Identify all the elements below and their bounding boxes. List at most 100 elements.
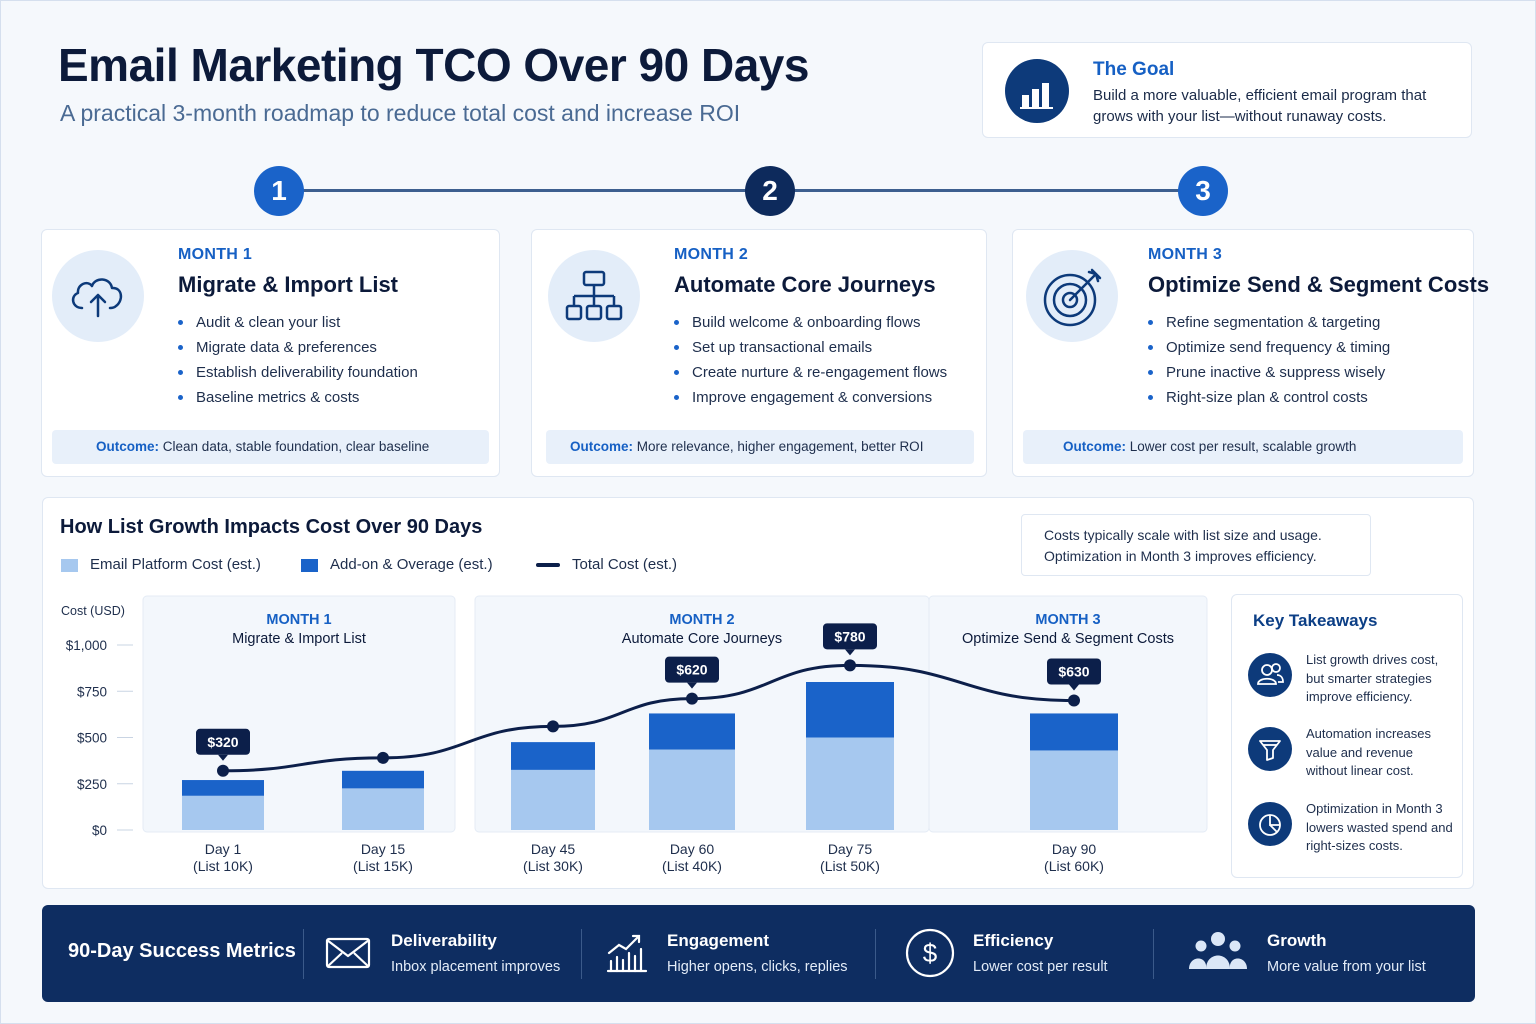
metric-deliverability: Deliverability Inbox placement improves — [391, 931, 560, 975]
key-takeaways: Key Takeaways List growth drives cost, b… — [1231, 594, 1463, 878]
list-item: Create nurture & re-engagement flows — [674, 362, 947, 387]
chart-note: Costs typically scale with list size and… — [1021, 514, 1371, 576]
pie-chart-icon — [1248, 802, 1292, 846]
metrics-title: 90-Day Success Metrics — [68, 940, 296, 962]
goal-card: The Goal Build a more valuable, efficien… — [982, 42, 1472, 138]
envelope-icon — [324, 927, 372, 982]
list-item: Prune inactive & suppress wisely — [1148, 362, 1390, 387]
month-3-label: MONTH 3 — [1148, 246, 1223, 263]
month-1-title: Migrate & Import List — [178, 272, 399, 297]
bar-addon-cost — [806, 682, 894, 738]
month-3-list: Refine segmentation & targeting Optimize… — [1148, 312, 1390, 412]
workflow-icon — [548, 250, 640, 342]
chart-title: How List Growth Impacts Cost Over 90 Day… — [60, 516, 483, 538]
x-tick-label: Day 15 — [361, 841, 406, 857]
growth-chart-icon — [604, 927, 648, 982]
phase-label: MONTH 3 — [1035, 612, 1100, 628]
metric-title: Deliverability — [391, 931, 497, 950]
list-item: Refine segmentation & targeting — [1148, 312, 1390, 337]
users-icon — [1248, 653, 1292, 697]
timeline-step-1: 1 — [254, 166, 304, 216]
divider — [581, 929, 582, 979]
bar-platform-cost — [182, 795, 264, 830]
legend-item-addon: Add-on & Overage (est.) — [301, 556, 493, 573]
value-callout-box — [196, 728, 250, 755]
y-tick-label: $500 — [77, 731, 107, 746]
legend-label: Total Cost (est.) — [572, 556, 678, 573]
y-axis-label: Cost (USD) — [61, 604, 125, 618]
metric-desc: Inbox placement improves — [391, 959, 561, 975]
metric-growth: Growth More value from your list — [1267, 931, 1426, 975]
bar-addon-cost — [1030, 713, 1118, 751]
page-title: Email Marketing TCO Over 90 Days — [58, 39, 809, 91]
phase-title: Optimize Send & Segment Costs — [962, 631, 1174, 647]
value-callout-box — [823, 623, 877, 650]
timeline-step-3: 3 — [1178, 166, 1228, 216]
month-2-title: Automate Core Journeys — [674, 272, 936, 297]
legend-swatch — [301, 558, 318, 572]
total-cost-point — [547, 720, 559, 733]
list-item: Optimize send frequency & timing — [1148, 337, 1390, 362]
page-subtitle: A practical 3-month roadmap to reduce to… — [60, 100, 741, 126]
total-cost-point — [1068, 694, 1080, 707]
legend-swatch — [61, 558, 78, 572]
legend-item-platform: Email Platform Cost (est.) — [61, 556, 261, 573]
list-item: Establish deliverability foundation — [178, 362, 418, 387]
value-callout-pointer — [1069, 684, 1079, 691]
x-tick-sublabel: (List 50K) — [820, 858, 880, 874]
takeaways-title: Key Takeaways — [1253, 611, 1378, 630]
group-icon — [1186, 927, 1250, 982]
outcome-label: Outcome: — [570, 439, 634, 454]
phase-title: Migrate & Import List — [232, 631, 366, 647]
total-cost-point — [217, 764, 229, 777]
value-callout-box — [1047, 658, 1101, 685]
data-label: $630 — [1058, 664, 1089, 680]
goal-title: The Goal — [1093, 59, 1175, 80]
legend-label: Add-on & Overage (est.) — [330, 556, 493, 573]
y-tick-label: $750 — [77, 684, 107, 699]
list-item: Right-size plan & control costs — [1148, 387, 1390, 412]
outcome-text: More relevance, higher engagement, bette… — [636, 439, 924, 454]
bar-addon-cost — [182, 780, 264, 796]
bar-chart-icon — [1005, 59, 1069, 123]
metric-title: Growth — [1267, 931, 1327, 950]
x-tick-sublabel: (List 30K) — [523, 858, 583, 874]
timeline-line — [279, 189, 1203, 192]
x-tick-label: Day 90 — [1052, 841, 1097, 857]
total-cost-line — [222, 663, 1075, 773]
outcome-label: Outcome: — [1063, 439, 1127, 454]
month-1-label: MONTH 1 — [178, 246, 253, 263]
month-2-outcome: Outcome: More relevance, higher engageme… — [546, 430, 974, 464]
legend-item-total: Total Cost (est.) — [536, 556, 677, 573]
month-1-outcome: Outcome: Clean data, stable foundation, … — [52, 430, 489, 464]
bar-addon-cost — [342, 770, 424, 789]
divider — [1153, 929, 1154, 979]
x-tick-label: Day 75 — [828, 841, 873, 857]
list-item: Improve engagement & conversions — [674, 387, 947, 412]
list-item: Audit & clean your list — [178, 312, 418, 337]
divider — [303, 929, 304, 979]
y-tick-label: $0 — [92, 823, 107, 838]
value-callout-box — [665, 656, 719, 683]
month-3-card: MONTH 3 Optimize Send & Segment Costs Re… — [1012, 229, 1489, 477]
timeline-step-2: 2 — [745, 166, 795, 216]
bar-platform-cost — [1030, 750, 1118, 830]
total-cost-point — [377, 751, 389, 764]
list-item: Baseline metrics & costs — [178, 387, 418, 412]
x-tick-label: Day 45 — [531, 841, 576, 857]
month-3-title: Optimize Send & Segment Costs — [1148, 272, 1490, 297]
dollar-icon: $ — [904, 927, 956, 984]
metric-efficiency: Efficiency Lower cost per result — [973, 931, 1108, 975]
bar-platform-cost — [649, 749, 735, 830]
month-2-label: MONTH 2 — [674, 246, 749, 263]
funnel-icon — [1248, 727, 1292, 771]
svg-text:$: $ — [923, 938, 938, 968]
metric-title: Engagement — [667, 931, 770, 950]
chart-card: How List Growth Impacts Cost Over 90 Day… — [42, 497, 1474, 889]
metric-desc: More value from your list — [1267, 959, 1426, 975]
bar-addon-cost — [511, 742, 595, 770]
metric-desc: Higher opens, clicks, replies — [667, 959, 848, 975]
value-callout-pointer — [687, 682, 697, 689]
value-callout-pointer — [218, 754, 228, 761]
total-cost-point — [686, 692, 698, 705]
